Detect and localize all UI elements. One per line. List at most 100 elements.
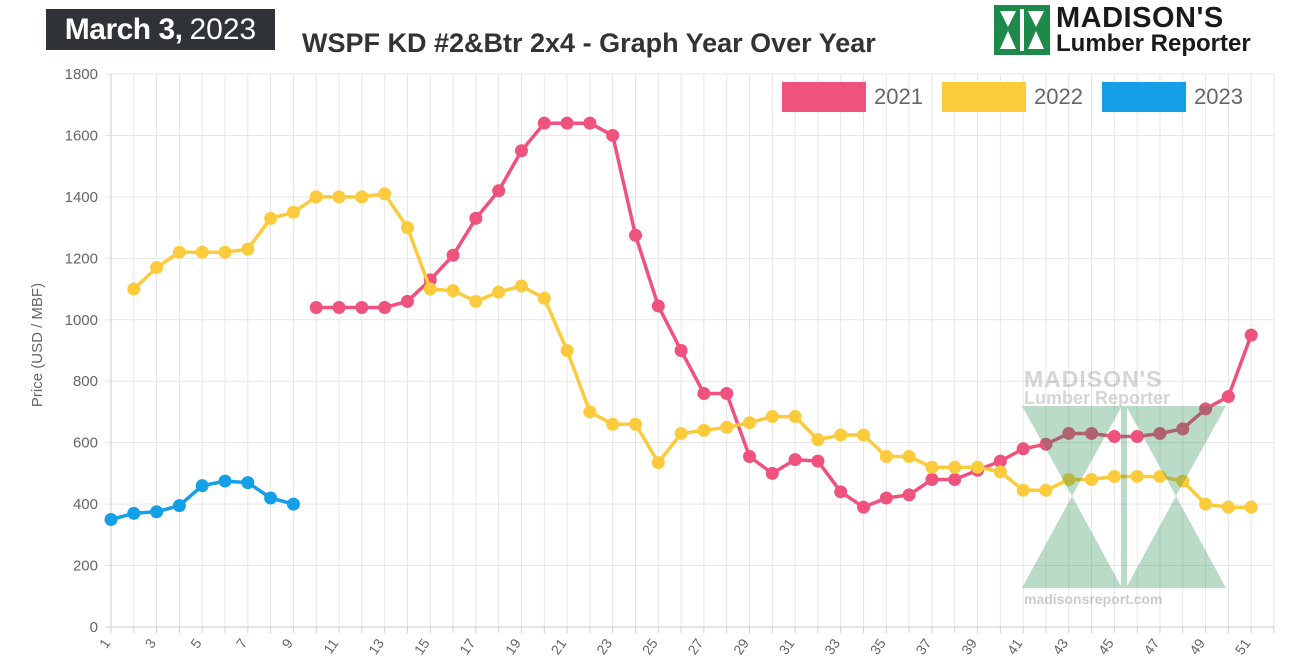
x-tick-label: 45 <box>1095 635 1117 657</box>
x-tick-label: 29 <box>730 635 752 657</box>
data-point-2023 <box>104 512 118 526</box>
data-point-2021 <box>765 466 779 480</box>
data-point-2023 <box>241 476 255 490</box>
data-point-2021 <box>1176 422 1190 436</box>
legend-swatch-2022 <box>942 82 1026 112</box>
chart-legend: 2021 2022 2023 <box>782 82 1243 112</box>
data-point-2022 <box>1016 483 1030 497</box>
x-tick-label: 39 <box>958 635 980 657</box>
data-point-2021 <box>857 500 871 514</box>
data-point-2023 <box>150 505 164 519</box>
x-tick-label: 25 <box>639 635 661 657</box>
data-point-2022 <box>948 460 962 474</box>
data-point-2022 <box>879 449 893 463</box>
data-point-2022 <box>332 190 346 204</box>
x-tick-label: 27 <box>684 635 706 657</box>
data-point-2022 <box>1062 473 1076 487</box>
data-point-2022 <box>469 294 483 308</box>
data-point-2021 <box>469 211 483 225</box>
data-point-2022 <box>583 405 597 419</box>
y-tick-label: 1600 <box>65 127 98 144</box>
data-point-2021 <box>309 300 323 314</box>
data-point-2021 <box>560 116 574 130</box>
data-point-2022 <box>286 205 300 219</box>
data-point-2022 <box>674 426 688 440</box>
data-point-2021 <box>537 116 551 130</box>
data-point-2021 <box>948 473 962 487</box>
data-point-2022 <box>993 465 1007 479</box>
data-point-2021 <box>514 144 528 158</box>
data-point-2021 <box>1062 426 1076 440</box>
data-point-2022 <box>1039 483 1053 497</box>
data-point-2022 <box>743 416 757 430</box>
data-point-2023 <box>286 497 300 511</box>
x-tick-label: 1 <box>96 635 114 651</box>
y-tick-label: 600 <box>73 435 98 452</box>
x-tick-label: 37 <box>912 635 934 657</box>
x-tick-label: 51 <box>1232 635 1254 657</box>
data-point-2021 <box>628 228 642 242</box>
watermark-line1: MADISON'S <box>1024 366 1163 392</box>
data-point-2022 <box>606 417 620 431</box>
data-point-2021 <box>606 128 620 142</box>
chart-grid <box>105 73 1275 628</box>
y-tick-label: 1800 <box>65 66 98 83</box>
data-point-2022 <box>651 456 665 470</box>
data-point-2021 <box>993 454 1007 468</box>
legend-swatch-2023 <box>1102 82 1186 112</box>
data-point-2021 <box>492 184 506 198</box>
y-tick-label: 1200 <box>65 250 98 267</box>
data-point-2021 <box>788 453 802 467</box>
data-point-2022 <box>628 417 642 431</box>
y-tick-label: 1400 <box>65 189 98 206</box>
data-point-2021 <box>1153 426 1167 440</box>
y-tick-label: 0 <box>90 619 98 636</box>
data-point-2021 <box>674 344 688 357</box>
data-point-2021 <box>446 248 460 262</box>
watermark: MADISON'S Lumber Reporter madisonsreport… <box>1022 366 1226 611</box>
data-point-2021 <box>1039 437 1053 451</box>
data-point-2021 <box>879 491 893 505</box>
chart-series <box>104 116 1258 526</box>
series-2023 <box>104 474 300 526</box>
data-point-2022 <box>1199 497 1213 511</box>
data-point-2022 <box>309 190 323 204</box>
logo-line1: MADISON'S <box>1056 2 1224 34</box>
y-tick-label: 1000 <box>65 312 98 329</box>
data-point-2021 <box>811 454 825 468</box>
data-point-2021 <box>378 300 392 314</box>
data-point-2023 <box>127 506 141 520</box>
data-point-2021 <box>583 116 597 130</box>
data-point-2023 <box>195 479 209 493</box>
data-point-2022 <box>1107 469 1121 483</box>
data-point-2021 <box>651 299 665 313</box>
x-tick-label: 49 <box>1186 635 1208 657</box>
x-tick-label: 47 <box>1140 635 1162 657</box>
watermark-line2: Lumber Reporter <box>1024 388 1171 408</box>
data-point-2022 <box>218 245 232 259</box>
logo-line2: Lumber Reporter <box>1056 30 1251 57</box>
date-badge: March 3, 2023 <box>46 9 275 50</box>
data-point-2021 <box>400 294 414 308</box>
data-point-2021 <box>1130 430 1144 444</box>
y-tick-label: 800 <box>73 373 98 390</box>
data-point-2022 <box>720 420 734 434</box>
data-point-2021 <box>720 387 734 401</box>
data-point-2022 <box>902 449 916 463</box>
x-tick-label: 3 <box>141 635 159 651</box>
data-point-2022 <box>127 282 141 296</box>
data-point-2021 <box>925 473 939 487</box>
data-point-2022 <box>1153 469 1167 483</box>
x-tick-label: 17 <box>456 635 478 657</box>
data-point-2022 <box>1176 474 1190 488</box>
data-point-2022 <box>811 433 825 447</box>
x-tick-label: 11 <box>320 635 342 656</box>
data-point-2022 <box>765 410 779 424</box>
data-point-2021 <box>1016 442 1030 456</box>
x-tick-label: 19 <box>502 635 524 657</box>
data-point-2023 <box>218 474 232 488</box>
chart-title: WSPF KD #2&Btr 2x4 - Graph Year Over Yea… <box>302 28 876 58</box>
legend-label-2023: 2023 <box>1194 84 1243 109</box>
data-point-2021 <box>834 485 848 499</box>
